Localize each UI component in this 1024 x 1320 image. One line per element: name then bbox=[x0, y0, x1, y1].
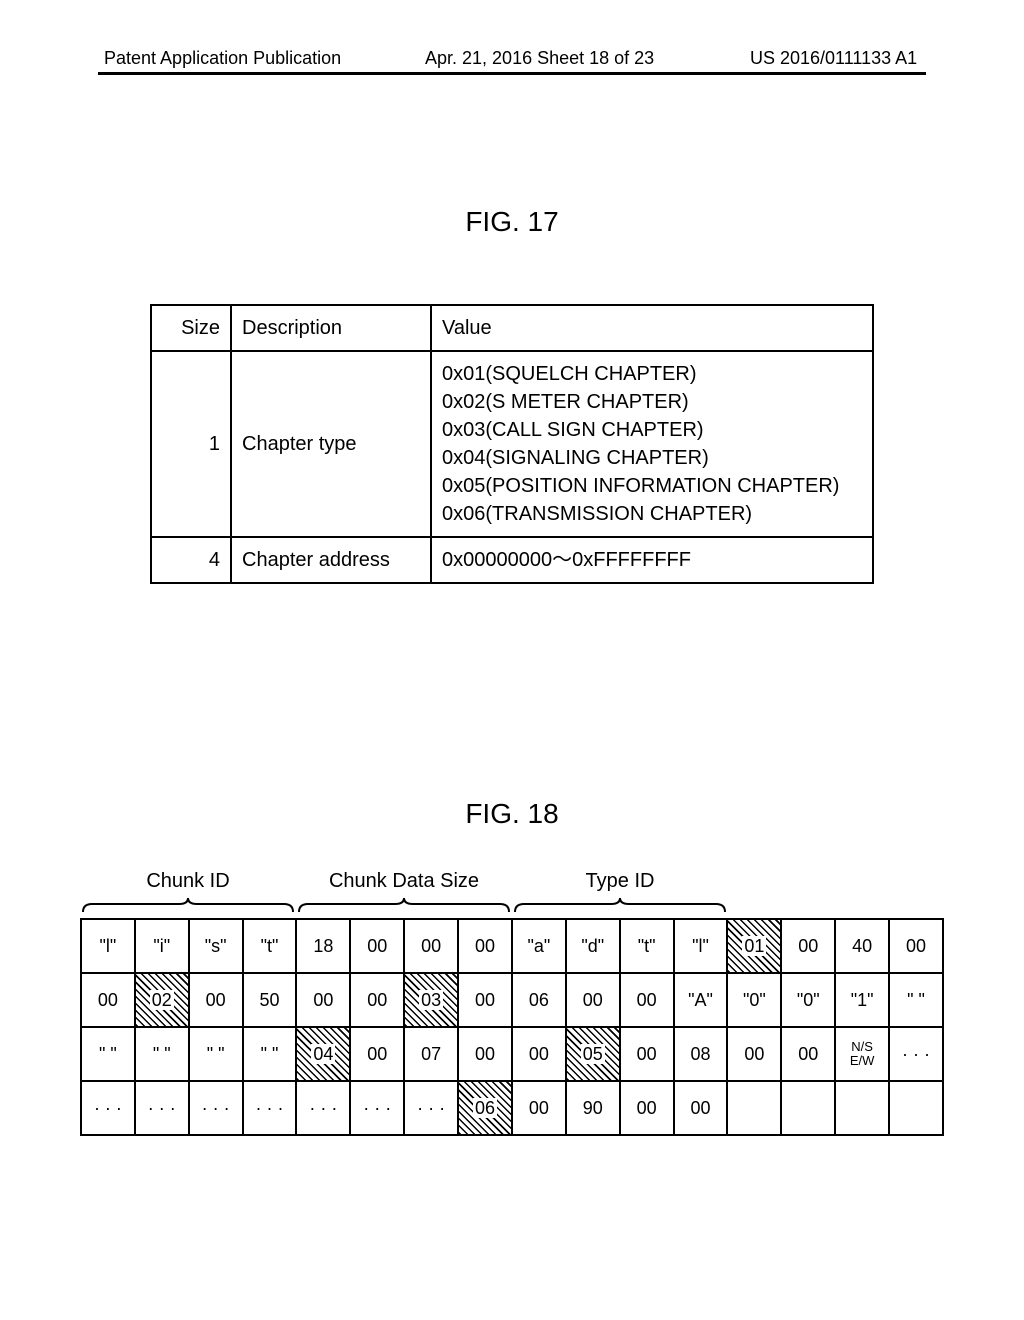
grid-cell: 00 bbox=[458, 919, 512, 973]
cell-desc: Chapter address bbox=[231, 537, 431, 583]
grid-cell: 01 bbox=[727, 919, 781, 973]
cell-size: 1 bbox=[151, 351, 231, 537]
header-left: Patent Application Publication bbox=[104, 48, 341, 69]
grid-cell: 00 bbox=[458, 973, 512, 1027]
grid-cell: · · · bbox=[135, 1081, 189, 1135]
grid-cell: 90 bbox=[566, 1081, 620, 1135]
grid-cell: 00 bbox=[296, 973, 350, 1027]
grid-cell: 00 bbox=[674, 1081, 728, 1135]
grid-cell: "a" bbox=[512, 919, 566, 973]
grid-cell: "0" bbox=[727, 973, 781, 1027]
grid-cell: " " bbox=[81, 1027, 135, 1081]
table-header-row: Size Description Value bbox=[151, 305, 873, 351]
table-row: 0002005000000300060000"A""0""0""1"" " bbox=[81, 973, 943, 1027]
grid-cell: 00 bbox=[889, 919, 943, 973]
grid-cell: · · · bbox=[189, 1081, 243, 1135]
brace-label: Chunk Data Size bbox=[296, 870, 512, 893]
table-row: " "" "" "" "04000700000500080000N/S E/W·… bbox=[81, 1027, 943, 1081]
grid-cell: 00 bbox=[189, 973, 243, 1027]
brace-icon bbox=[80, 896, 296, 914]
grid-cell bbox=[727, 1081, 781, 1135]
grid-cell: "l" bbox=[81, 919, 135, 973]
grid-cell: 00 bbox=[620, 1027, 674, 1081]
grid-cell: · · · bbox=[296, 1081, 350, 1135]
grid-cell: "i" bbox=[135, 919, 189, 973]
grid-cell: 00 bbox=[350, 1027, 404, 1081]
fig17-title: FIG. 17 bbox=[0, 206, 1024, 238]
col-value-header: Value bbox=[431, 305, 873, 351]
brace-row: Chunk IDChunk Data SizeType ID bbox=[80, 870, 944, 914]
grid-cell: 00 bbox=[512, 1081, 566, 1135]
grid-cell: "d" bbox=[566, 919, 620, 973]
grid-cell: 00 bbox=[404, 919, 458, 973]
grid-cell: 07 bbox=[404, 1027, 458, 1081]
grid-cell: 08 bbox=[674, 1027, 728, 1081]
grid-cell: " " bbox=[889, 973, 943, 1027]
grid-cell: 00 bbox=[781, 919, 835, 973]
table-row: · · ·· · ·· · ·· · ·· · ·· · ·· · ·06009… bbox=[81, 1081, 943, 1135]
cell-value: 0x00000000～0xFFFFFFFF bbox=[431, 537, 873, 583]
brace-label: Chunk ID bbox=[80, 870, 296, 893]
grid-cell: 00 bbox=[350, 973, 404, 1027]
grid-cell: 03 bbox=[404, 973, 458, 1027]
grid-cell: 00 bbox=[566, 973, 620, 1027]
grid-cell: "A" bbox=[674, 973, 728, 1027]
grid-cell: 06 bbox=[512, 973, 566, 1027]
brace-icon bbox=[512, 896, 728, 914]
col-desc-header: Description bbox=[231, 305, 431, 351]
grid-cell: 00 bbox=[458, 1027, 512, 1081]
grid-cell: 00 bbox=[512, 1027, 566, 1081]
grid-cell bbox=[781, 1081, 835, 1135]
cell-desc: Chapter type bbox=[231, 351, 431, 537]
grid-cell: · · · bbox=[81, 1081, 135, 1135]
header-rule bbox=[98, 72, 926, 75]
brace-icon bbox=[296, 896, 512, 914]
grid-cell: "s" bbox=[189, 919, 243, 973]
grid-cell: 00 bbox=[81, 973, 135, 1027]
grid-cell: · · · bbox=[889, 1027, 943, 1081]
grid-cell: 50 bbox=[243, 973, 297, 1027]
grid-cell: "t" bbox=[620, 919, 674, 973]
grid-cell: 04 bbox=[296, 1027, 350, 1081]
table-row: 4 Chapter address 0x00000000～0xFFFFFFFF bbox=[151, 537, 873, 583]
fig17-table: Size Description Value 1 Chapter type 0x… bbox=[150, 304, 874, 584]
cell-value: 0x01(SQUELCH CHAPTER) 0x02(S METER CHAPT… bbox=[431, 351, 873, 537]
cell-size: 4 bbox=[151, 537, 231, 583]
fig18-title: FIG. 18 bbox=[0, 798, 1024, 830]
grid-cell: 00 bbox=[781, 1027, 835, 1081]
fig18-table: "l""i""s""t"18000000"a""d""t""l"01004000… bbox=[80, 918, 944, 1136]
table-row: "l""i""s""t"18000000"a""d""t""l"01004000 bbox=[81, 919, 943, 973]
grid-cell: 00 bbox=[620, 973, 674, 1027]
grid-cell: 00 bbox=[620, 1081, 674, 1135]
brace-label: Type ID bbox=[512, 870, 728, 893]
grid-cell bbox=[889, 1081, 943, 1135]
grid-cell: "l" bbox=[674, 919, 728, 973]
grid-cell: 00 bbox=[350, 919, 404, 973]
header-right: US 2016/0111133 A1 bbox=[750, 48, 917, 69]
grid-cell: "0" bbox=[781, 973, 835, 1027]
grid-cell: " " bbox=[135, 1027, 189, 1081]
grid-cell: · · · bbox=[243, 1081, 297, 1135]
grid-cell bbox=[835, 1081, 889, 1135]
grid-cell: "1" bbox=[835, 973, 889, 1027]
grid-cell: · · · bbox=[404, 1081, 458, 1135]
col-size-header: Size bbox=[151, 305, 231, 351]
table-row: 1 Chapter type 0x01(SQUELCH CHAPTER) 0x0… bbox=[151, 351, 873, 537]
grid-cell: · · · bbox=[350, 1081, 404, 1135]
grid-cell: 18 bbox=[296, 919, 350, 973]
grid-cell: 40 bbox=[835, 919, 889, 973]
grid-cell: N/S E/W bbox=[835, 1027, 889, 1081]
grid-cell: " " bbox=[243, 1027, 297, 1081]
fig18-container: Chunk IDChunk Data SizeType ID "l""i""s"… bbox=[80, 870, 944, 1136]
grid-cell: 06 bbox=[458, 1081, 512, 1135]
grid-cell: 05 bbox=[566, 1027, 620, 1081]
grid-cell: "t" bbox=[243, 919, 297, 973]
grid-cell: " " bbox=[189, 1027, 243, 1081]
header-mid: Apr. 21, 2016 Sheet 18 of 23 bbox=[425, 48, 654, 69]
grid-cell: 02 bbox=[135, 973, 189, 1027]
grid-cell: 00 bbox=[727, 1027, 781, 1081]
